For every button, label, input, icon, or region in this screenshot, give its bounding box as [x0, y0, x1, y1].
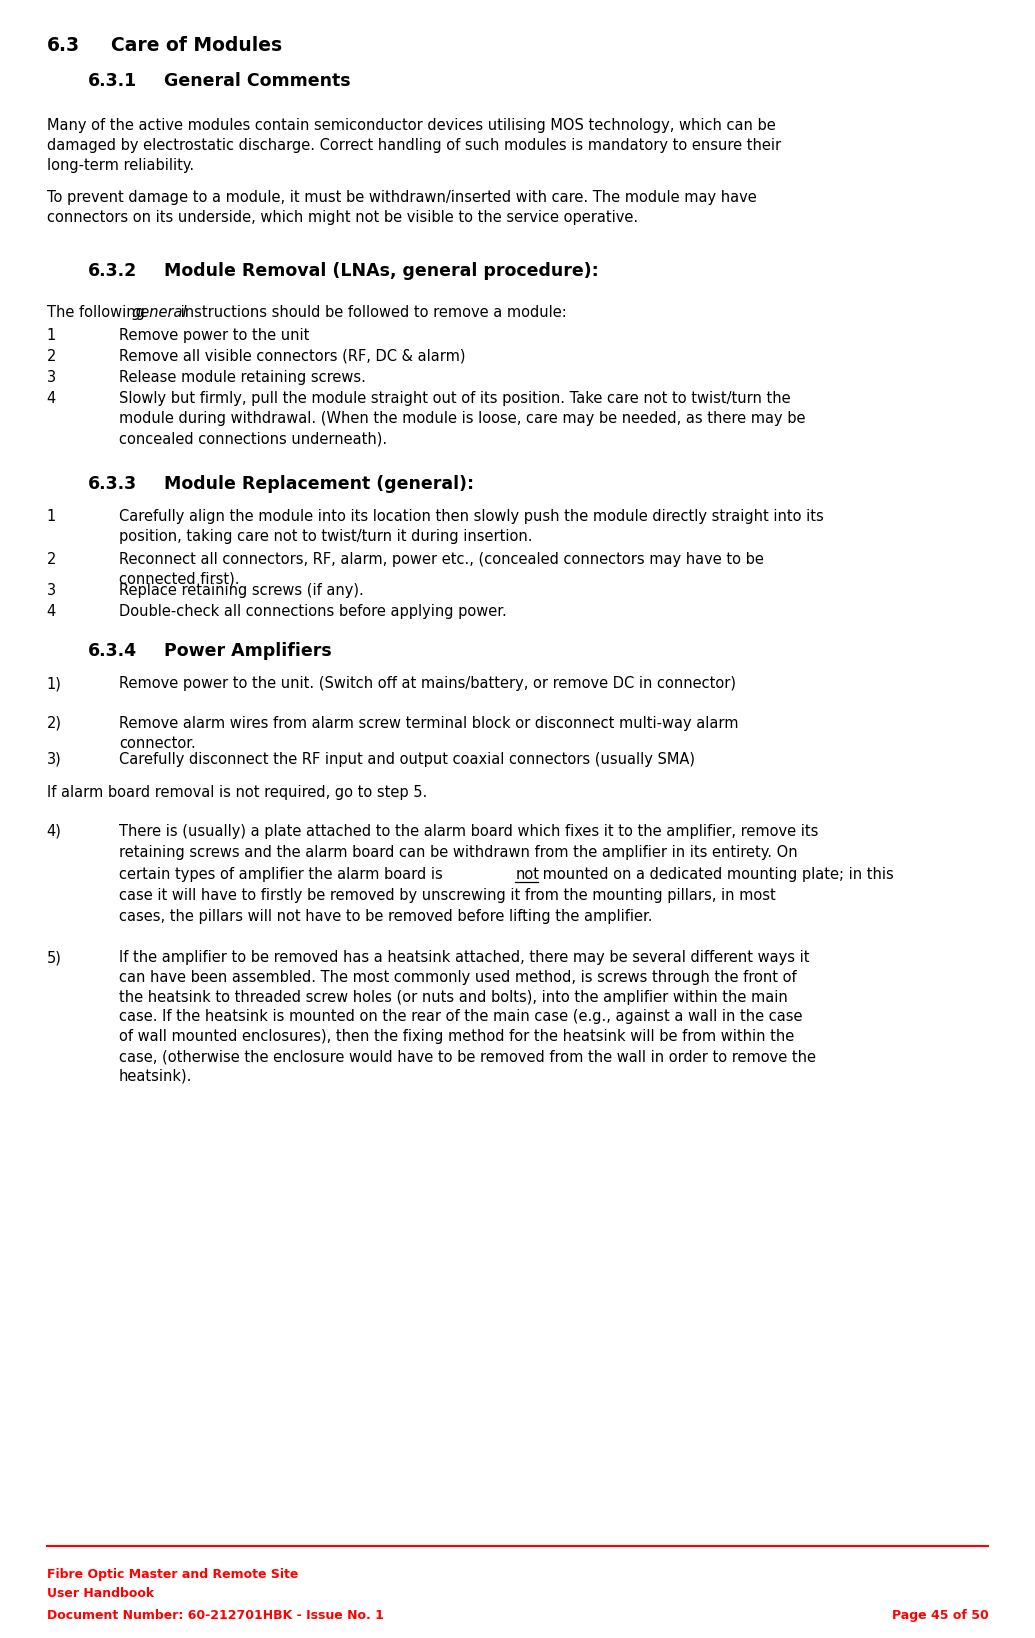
Text: 6.3.4: 6.3.4 — [88, 642, 137, 660]
Text: 6.3.3: 6.3.3 — [88, 475, 137, 493]
Text: 4): 4) — [47, 824, 61, 839]
Text: 2: 2 — [47, 349, 56, 364]
Text: Module Removal (LNAs, general procedure):: Module Removal (LNAs, general procedure)… — [164, 262, 598, 280]
Text: general: general — [131, 305, 187, 319]
Text: 6.3.1: 6.3.1 — [88, 72, 138, 90]
Text: 6.3: 6.3 — [47, 36, 80, 56]
Text: Many of the active modules contain semiconductor devices utilising MOS technolog: Many of the active modules contain semic… — [47, 118, 780, 172]
Text: 1: 1 — [47, 328, 56, 342]
Text: Power Amplifiers: Power Amplifiers — [164, 642, 331, 660]
Text: Replace retaining screws (if any).: Replace retaining screws (if any). — [119, 583, 363, 598]
Text: 4: 4 — [47, 391, 56, 406]
Text: not: not — [515, 867, 539, 881]
Text: There is (usually) a plate attached to the alarm board which fixes it to the amp: There is (usually) a plate attached to t… — [119, 824, 819, 839]
Text: Carefully align the module into its location then slowly push the module directl: Carefully align the module into its loca… — [119, 509, 824, 544]
Text: Double-check all connections before applying power.: Double-check all connections before appl… — [119, 604, 507, 619]
Text: Page 45 of 50: Page 45 of 50 — [892, 1609, 988, 1622]
Text: The following: The following — [47, 305, 149, 319]
Text: 3): 3) — [47, 752, 61, 767]
Text: 5): 5) — [47, 950, 61, 965]
Text: To prevent damage to a module, it must be withdrawn/inserted with care. The modu: To prevent damage to a module, it must b… — [47, 190, 757, 224]
Text: Reconnect all connectors, RF, alarm, power etc., (concealed connectors may have : Reconnect all connectors, RF, alarm, pow… — [119, 552, 764, 586]
Text: 1: 1 — [47, 509, 56, 524]
Text: Carefully disconnect the RF input and output coaxial connectors (usually SMA): Carefully disconnect the RF input and ou… — [119, 752, 696, 767]
Text: Remove all visible connectors (RF, DC & alarm): Remove all visible connectors (RF, DC & … — [119, 349, 466, 364]
Text: User Handbook: User Handbook — [47, 1587, 154, 1600]
Text: If alarm board removal is not required, go to step 5.: If alarm board removal is not required, … — [47, 785, 426, 799]
Text: 2: 2 — [47, 552, 56, 567]
Text: Document Number: 60-212701HBK - Issue No. 1: Document Number: 60-212701HBK - Issue No… — [47, 1609, 383, 1622]
Text: Release module retaining screws.: Release module retaining screws. — [119, 370, 366, 385]
Text: 6.3.2: 6.3.2 — [88, 262, 138, 280]
Text: case it will have to firstly be removed by unscrewing it from the mounting pilla: case it will have to firstly be removed … — [119, 888, 776, 903]
Text: mounted on a dedicated mounting plate; in this: mounted on a dedicated mounting plate; i… — [538, 867, 894, 881]
Text: 4: 4 — [47, 604, 56, 619]
Text: Module Replacement (general):: Module Replacement (general): — [164, 475, 474, 493]
Text: Fibre Optic Master and Remote Site: Fibre Optic Master and Remote Site — [47, 1568, 298, 1581]
Text: Remove alarm wires from alarm screw terminal block or disconnect multi-way alarm: Remove alarm wires from alarm screw term… — [119, 716, 739, 750]
Text: 1): 1) — [47, 676, 61, 691]
Text: General Comments: General Comments — [164, 72, 350, 90]
Text: If the amplifier to be removed has a heatsink attached, there may be several dif: If the amplifier to be removed has a hea… — [119, 950, 816, 1084]
Text: 3: 3 — [47, 370, 56, 385]
Text: Care of Modules: Care of Modules — [111, 36, 282, 56]
Text: 3: 3 — [47, 583, 56, 598]
Text: 2): 2) — [47, 716, 61, 731]
Text: retaining screws and the alarm board can be withdrawn from the amplifier in its : retaining screws and the alarm board can… — [119, 845, 798, 860]
Text: cases, the pillars will not have to be removed before lifting the amplifier.: cases, the pillars will not have to be r… — [119, 909, 652, 924]
Text: Slowly but firmly, pull the module straight out of its position. Take care not t: Slowly but firmly, pull the module strai… — [119, 391, 805, 446]
Text: Remove power to the unit: Remove power to the unit — [119, 328, 309, 342]
Text: certain types of amplifier the alarm board is: certain types of amplifier the alarm boa… — [119, 867, 447, 881]
Text: Remove power to the unit. (Switch off at mains/battery, or remove DC in connecto: Remove power to the unit. (Switch off at… — [119, 676, 736, 691]
Text: instructions should be followed to remove a module:: instructions should be followed to remov… — [176, 305, 567, 319]
